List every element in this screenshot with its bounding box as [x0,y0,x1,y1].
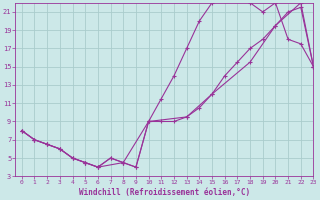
X-axis label: Windchill (Refroidissement éolien,°C): Windchill (Refroidissement éolien,°C) [79,188,250,197]
